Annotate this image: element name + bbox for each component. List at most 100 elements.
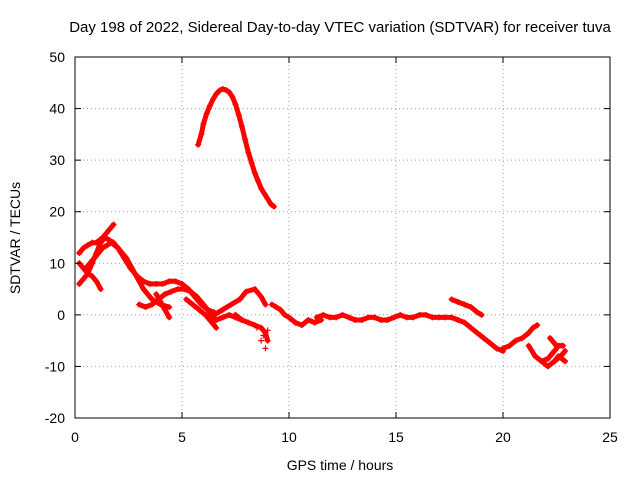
data-point-marker: [161, 291, 168, 298]
x-tick-label: 10: [281, 429, 297, 445]
series-arc-10: [195, 85, 278, 210]
y-tick-label: 50: [49, 49, 65, 65]
data-point-marker: [251, 170, 258, 177]
data-point-marker: [416, 311, 423, 318]
data-point-marker: [264, 337, 271, 344]
data-point-marker: [235, 111, 242, 118]
series-arc-17: [547, 335, 566, 349]
data-point-marker: [461, 319, 468, 326]
data-point-marker: [493, 345, 500, 352]
data-point-marker: [84, 242, 91, 249]
data-point-marker: [467, 304, 474, 311]
data-point-marker: [238, 317, 245, 324]
data-point-marker: [551, 358, 558, 365]
data-point-marker: [378, 317, 385, 324]
data-point-marker: [166, 314, 173, 321]
data-point-marker: [461, 301, 468, 308]
data-point-marker: [149, 301, 156, 308]
data-point-marker: [179, 280, 185, 287]
data-point-marker: [200, 301, 207, 308]
data-point-marker: [538, 358, 545, 365]
data-point-marker: [551, 347, 558, 354]
data-point-marker: [553, 342, 560, 349]
series-arc-7: [183, 296, 220, 331]
data-point-marker: [478, 311, 485, 318]
data-point-marker: [298, 322, 305, 329]
data-point-marker: [422, 311, 429, 318]
data-point-marker: [108, 239, 115, 246]
data-point-marker: [506, 342, 513, 349]
data-point-marker: [264, 327, 271, 334]
data-point-marker: [345, 314, 352, 321]
y-tick-label: 20: [49, 204, 65, 220]
data-point-marker: [236, 296, 243, 303]
series-arc-6: [153, 291, 173, 321]
data-point-marker: [339, 311, 346, 318]
data-point-marker: [258, 337, 265, 344]
data-point-marker: [146, 280, 153, 287]
data-point-marker: [202, 311, 209, 318]
data-point-marker: [140, 286, 147, 293]
series-arc-14: [500, 322, 541, 352]
data-point-marker: [219, 306, 226, 313]
data-point-marker: [371, 314, 378, 321]
data-point-marker: [262, 345, 269, 352]
data-point-marker: [313, 314, 320, 321]
data-point-marker: [114, 244, 121, 251]
data-point-marker: [260, 332, 267, 339]
data-point-marker: [281, 311, 288, 318]
data-point-marker: [547, 335, 554, 342]
data-point-marker: [174, 286, 181, 293]
data-point-marker: [474, 329, 481, 336]
series-line: [269, 302, 324, 328]
series-arc-18: [551, 353, 569, 365]
x-tick-label: 25: [602, 429, 618, 445]
data-point-marker: [248, 159, 255, 166]
series-arc-3: [76, 221, 117, 256]
series-arc-9: [232, 311, 271, 344]
data-point-marker: [474, 309, 481, 316]
data-point-marker: [261, 190, 268, 197]
data-point-marker: [216, 87, 223, 94]
data-point-marker: [131, 270, 138, 277]
data-point-marker: [89, 273, 96, 280]
data-point-marker: [229, 93, 236, 100]
data-point-marker: [311, 319, 318, 326]
data-point-marker: [99, 244, 106, 251]
data-point-marker: [136, 301, 143, 308]
data-point-marker: [455, 317, 462, 324]
data-point-marker: [525, 329, 532, 336]
data-point-marker: [397, 311, 404, 318]
data-point-marker: [268, 301, 275, 308]
data-point-marker: [326, 314, 333, 321]
data-point-marker: [200, 121, 207, 128]
data-point-marker: [189, 301, 196, 308]
series-arc-8: [211, 286, 269, 318]
data-point-marker: [258, 185, 265, 192]
y-tick-label: 40: [49, 101, 65, 117]
data-point-marker: [76, 249, 83, 256]
series-line: [183, 296, 219, 331]
data-point-marker: [213, 324, 220, 331]
data-point-marker: [442, 314, 449, 321]
y-tick-label: 30: [49, 152, 65, 168]
data-point-marker: [206, 102, 213, 109]
data-point-marker: [390, 314, 397, 321]
data-point-marker: [243, 288, 250, 295]
data-point-marker: [519, 335, 526, 342]
data-point-marker: [534, 322, 541, 329]
data-point-marker: [320, 311, 327, 318]
data-point-marker: [110, 221, 117, 228]
grid-layer: [75, 57, 610, 418]
data-point-marker: [544, 355, 551, 362]
data-point-marker: [226, 89, 233, 96]
data-point-marker: [153, 291, 160, 298]
data-point-marker: [187, 288, 194, 295]
data-point-marker: [181, 286, 188, 293]
data-point-marker: [487, 340, 494, 347]
series-arc-13: [448, 296, 485, 318]
data-point-marker: [286, 314, 292, 321]
series-line: [500, 322, 540, 351]
